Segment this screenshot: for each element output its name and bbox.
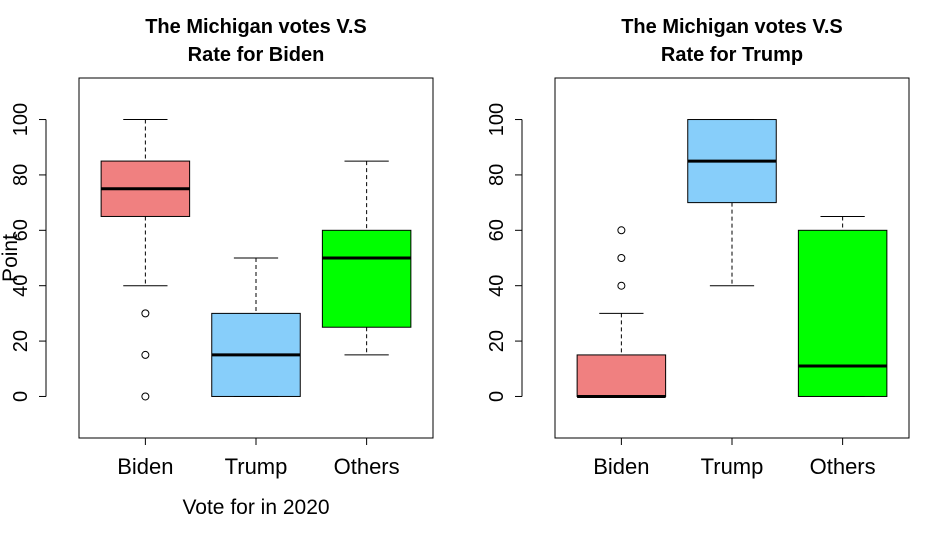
y-tick-label: 40 <box>10 275 32 297</box>
box-iqr <box>797 229 888 397</box>
box-outlier <box>617 281 626 290</box>
x-category-label: Others <box>810 454 876 479</box>
chart-title-line: Rate for Biden <box>188 44 325 66</box>
box-iqr <box>576 354 667 397</box>
y-tick-label: 80 <box>10 164 32 186</box>
x-axis-label: Vote for in 2020 <box>182 496 329 519</box>
x-category-label: Biden <box>593 454 649 479</box>
y-tick-label: 40 <box>486 275 508 297</box>
box-outlier <box>141 309 150 318</box>
y-tick-label: 60 <box>486 219 508 241</box>
chart-title-line: The Michigan votes V.S <box>621 16 843 38</box>
y-tick-label: 80 <box>486 164 508 186</box>
y-tick-label: 0 <box>10 391 32 402</box>
box-outlier <box>617 254 626 262</box>
y-tick-label: 100 <box>10 103 32 136</box>
x-category-label: Trump <box>225 454 288 479</box>
x-category-label: Biden <box>117 454 173 479</box>
y-tick-label: 60 <box>10 219 32 241</box>
y-tick-label: 0 <box>486 391 508 402</box>
y-tick-label: 20 <box>486 330 508 352</box>
chart-title-line: The Michigan votes V.S <box>145 16 367 38</box>
box-outlier <box>141 392 150 401</box>
x-category-label: Trump <box>701 454 764 479</box>
box-iqr <box>321 229 412 328</box>
y-tick-label: 20 <box>10 330 32 352</box>
y-tick-label: 100 <box>486 103 508 136</box>
chart-title-line: Rate for Trump <box>661 44 803 66</box>
x-category-label: Others <box>334 454 400 479</box>
box-outlier <box>617 226 626 235</box>
box-outlier <box>141 350 150 359</box>
y-axis-label: Point <box>0 234 22 282</box>
